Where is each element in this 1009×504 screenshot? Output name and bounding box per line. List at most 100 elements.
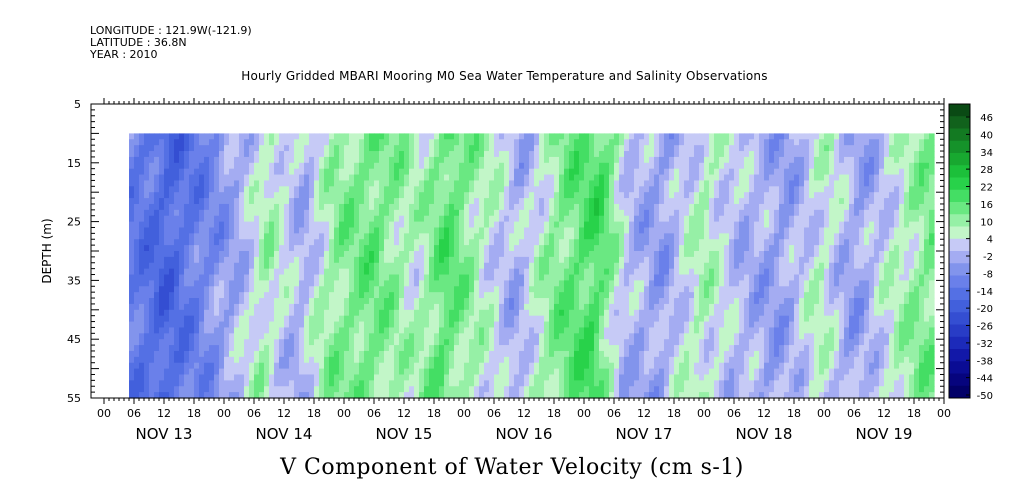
heatmap-cell — [649, 221, 655, 229]
heatmap-cell — [134, 215, 140, 223]
heatmap-cell — [179, 151, 185, 158]
heatmap-cell — [614, 233, 620, 240]
heatmap-cell — [309, 168, 315, 176]
heatmap-cell — [249, 333, 255, 340]
heatmap-cell — [129, 233, 135, 240]
heatmap-cell — [404, 145, 410, 152]
heatmap-cell — [259, 133, 265, 140]
heatmap-cell — [614, 133, 620, 140]
heatmap-cell — [284, 180, 290, 187]
heatmap-cell — [549, 192, 555, 199]
heatmap-cell — [654, 280, 660, 287]
heatmap-cell — [504, 298, 510, 305]
heatmap-cell — [249, 256, 255, 264]
heatmap-cell — [344, 215, 350, 223]
heatmap-cell — [524, 303, 530, 311]
heatmap-cell — [489, 262, 495, 270]
heatmap-cell — [624, 315, 630, 323]
heatmap-cell — [399, 174, 405, 182]
heatmap-cell — [149, 327, 155, 334]
heatmap-cell — [319, 292, 325, 299]
heatmap-cell — [164, 233, 170, 240]
heatmap-cell — [494, 386, 500, 393]
heatmap-cell — [354, 227, 360, 234]
heatmap-cell — [274, 168, 280, 176]
heatmap-cell — [454, 168, 460, 176]
heatmap-cell — [459, 256, 465, 264]
heatmap-cell — [659, 380, 665, 387]
heatmap-cell — [269, 227, 275, 234]
heatmap-cell — [294, 380, 300, 387]
heatmap-cell — [564, 368, 570, 376]
heatmap-cell — [174, 156, 180, 164]
heatmap-cell — [344, 321, 350, 329]
heatmap-cell — [599, 215, 605, 223]
heatmap-cell — [539, 139, 545, 146]
heatmap-cell — [139, 262, 145, 270]
heatmap-cell — [329, 262, 335, 270]
heatmap-cell — [224, 139, 230, 146]
heatmap-cell — [174, 368, 180, 376]
heatmap-cell — [679, 203, 685, 211]
heatmap-cell — [159, 262, 165, 270]
heatmap-cell — [514, 368, 520, 376]
heatmap-cell — [404, 133, 410, 140]
heatmap-cell — [579, 368, 585, 376]
heatmap-cell — [234, 203, 240, 211]
heatmap-cell — [464, 362, 470, 370]
heatmap-cell — [209, 151, 215, 158]
heatmap-cell — [639, 262, 645, 270]
heatmap-cell — [579, 339, 585, 346]
heatmap-cell — [469, 168, 475, 176]
heatmap-cell — [644, 251, 650, 258]
heatmap-cell — [389, 221, 395, 229]
heatmap-cell — [354, 380, 360, 387]
heatmap-cell — [489, 333, 495, 340]
heatmap-cell — [154, 203, 160, 211]
heatmap-cell — [559, 245, 565, 252]
heatmap-cell — [544, 292, 550, 299]
heatmap-cell — [304, 274, 310, 281]
heatmap-cell — [269, 286, 275, 293]
heatmap-cell — [234, 386, 240, 393]
heatmap-cell — [339, 239, 345, 246]
heatmap-cell — [429, 262, 435, 270]
heatmap-cell — [624, 386, 630, 393]
heatmap-cell — [349, 256, 355, 264]
heatmap-cell — [359, 392, 365, 399]
heatmap-cell — [584, 380, 590, 387]
heatmap-cell — [614, 251, 620, 258]
heatmap-cell — [259, 251, 265, 258]
heatmap-cell — [279, 309, 285, 317]
heatmap-cell — [389, 262, 395, 270]
heatmap-cell — [419, 174, 425, 182]
heatmap-cell — [529, 309, 535, 317]
heatmap-cell — [604, 256, 610, 264]
heatmap-cell — [454, 262, 460, 270]
heatmap-cell — [499, 315, 505, 323]
heatmap-cell — [314, 380, 320, 387]
heatmap-cell — [134, 168, 140, 176]
heatmap-cell — [354, 315, 360, 323]
heatmap-cell — [249, 350, 255, 358]
heatmap-cell — [239, 303, 245, 311]
heatmap-cell — [369, 215, 375, 223]
heatmap-cell — [154, 180, 160, 187]
heatmap-cell — [224, 292, 230, 299]
heatmap-cell — [314, 333, 320, 340]
heatmap-cell — [399, 203, 405, 211]
heatmap-cell — [454, 198, 460, 205]
heatmap-cell — [384, 256, 390, 264]
heatmap-cell — [639, 162, 645, 170]
heatmap-cell — [374, 286, 380, 293]
heatmap-cell — [639, 380, 645, 387]
heatmap-cell — [429, 286, 435, 293]
heatmap-cell — [529, 315, 535, 323]
heatmap-cell — [599, 233, 605, 240]
heatmap-cell — [199, 327, 205, 334]
heatmap-cell — [379, 262, 385, 270]
heatmap-cell — [474, 192, 480, 199]
heatmap-cell — [544, 133, 550, 140]
heatmap-cell — [544, 262, 550, 270]
heatmap-cell — [139, 145, 145, 152]
